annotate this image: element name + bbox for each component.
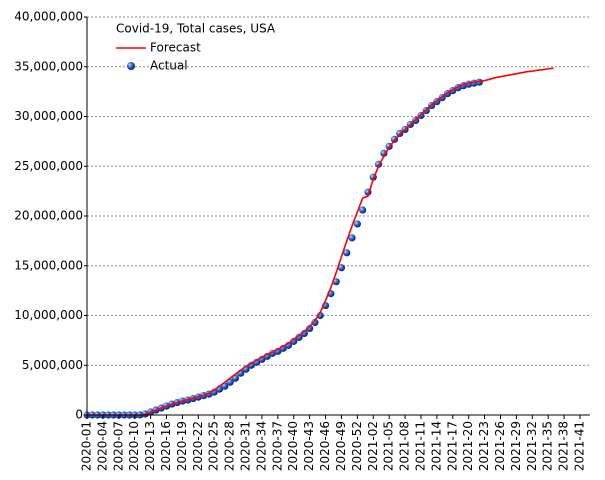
x-tick-label: 2021-23 <box>477 421 491 471</box>
x-tick-label: 2021-41 <box>573 421 587 471</box>
actual-point <box>300 329 308 338</box>
x-tick-label: 2021-05 <box>382 421 396 471</box>
x-tick-label: 2021-35 <box>541 421 555 471</box>
x-tick-label: 2021-11 <box>413 421 427 471</box>
x-tick-label: 2020-43 <box>302 421 316 471</box>
legend-label: Forecast <box>150 41 201 55</box>
actual-point <box>348 234 356 242</box>
x-tick-label: 2020-34 <box>254 421 268 471</box>
y-tick-label: 0 <box>75 408 83 422</box>
actual-point <box>290 337 298 345</box>
x-tick-label: 2020-19 <box>175 421 189 471</box>
x-tick-label: 2020-01 <box>80 421 94 471</box>
legend-label: Actual <box>150 59 188 73</box>
x-tick-label: 2020-25 <box>207 421 221 471</box>
actual-point <box>311 318 319 327</box>
plot-area <box>83 67 554 419</box>
actual-point <box>353 220 361 228</box>
actual-point <box>359 206 367 214</box>
legend-title: Covid-19, Total cases, USA <box>116 22 276 36</box>
x-tick-label: 2020-04 <box>95 421 109 471</box>
actual-point <box>306 324 314 333</box>
y-tick-label: 10,000,000 <box>14 308 83 322</box>
x-tick-label: 2021-32 <box>525 421 539 471</box>
x-tick-label: 2020-49 <box>334 421 348 471</box>
x-tick-label: 2021-38 <box>557 421 571 471</box>
actual-point <box>343 249 351 257</box>
y-tick-label: 35,000,000 <box>14 59 83 73</box>
actual-point <box>316 311 324 320</box>
x-tick-label: 2021-29 <box>509 421 523 471</box>
x-tick-label: 2021-02 <box>366 421 380 471</box>
y-tick-label: 5,000,000 <box>22 358 83 372</box>
x-tick-label: 2020-40 <box>286 421 300 471</box>
x-tick-label: 2021-14 <box>429 421 443 471</box>
x-tick-label: 2020-37 <box>270 421 284 471</box>
x-tick-label: 2021-08 <box>398 421 412 471</box>
y-tick-label: 40,000,000 <box>14 10 83 24</box>
x-tick-label: 2021-20 <box>461 421 475 471</box>
actual-point <box>295 333 303 341</box>
actual-point <box>380 149 388 157</box>
y-tick-label: 25,000,000 <box>14 159 83 173</box>
y-tick-label: 30,000,000 <box>14 109 83 123</box>
x-tick-label: 2020-22 <box>191 421 205 471</box>
y-tick-label: 15,000,000 <box>14 258 83 272</box>
x-tick-label: 2020-13 <box>143 421 157 471</box>
x-tick-label: 2021-17 <box>445 421 459 471</box>
legend-swatch <box>127 62 135 70</box>
actual-point <box>337 264 346 272</box>
x-tick-label: 2020-52 <box>350 421 364 471</box>
forecast-line <box>87 67 554 416</box>
x-tick-label: 2021-26 <box>493 421 507 471</box>
x-tick-label: 2020-07 <box>111 421 125 471</box>
x-tick-label: 2020-31 <box>239 421 253 471</box>
x-tick-label: 2020-10 <box>127 421 141 471</box>
y-tick-label: 20,000,000 <box>14 209 83 223</box>
x-tick-label: 2020-28 <box>223 421 237 471</box>
x-tick-label: 2020-16 <box>159 421 173 471</box>
x-tick-label: 2020-46 <box>318 421 332 471</box>
